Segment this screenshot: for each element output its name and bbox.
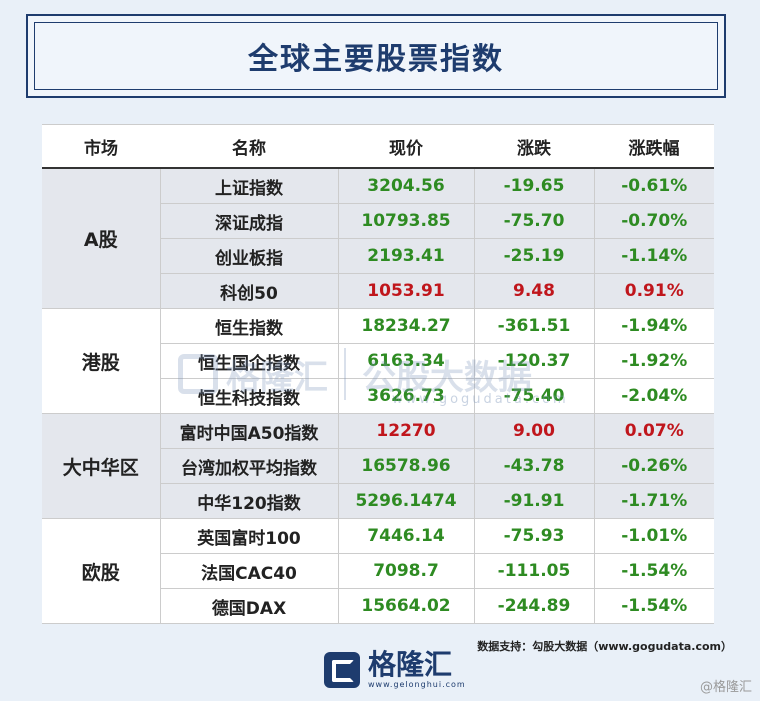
table-row: 深证成指 10793.85 -75.70 -0.70% bbox=[42, 203, 714, 239]
table-body: A股 上证指数 3204.56 -19.65 -0.61% 深证成指 10793.85 -75… bbox=[42, 168, 714, 624]
name-cell: 恒生指数 bbox=[159, 308, 338, 344]
header-price: 现价 bbox=[338, 124, 474, 169]
name-cell: 恒生科技指数 bbox=[159, 378, 338, 414]
name-cell: 富时中国A50指数 bbox=[159, 413, 338, 449]
corner-mark: @格隆汇 bbox=[699, 680, 752, 695]
change-cell: 9.48 bbox=[473, 273, 594, 309]
price-cell: 12270 bbox=[337, 413, 474, 449]
change-cell: -75.93 bbox=[473, 518, 594, 554]
name-cell: 深证成指 bbox=[159, 203, 338, 239]
price-cell: 7098.7 bbox=[337, 553, 474, 589]
name-cell: 上证指数 bbox=[159, 168, 338, 204]
header-market: 市场 bbox=[42, 124, 160, 169]
name-cell: 英国富时100 bbox=[159, 518, 338, 554]
table-row: A股 上证指数 3204.56 -19.65 -0.61% bbox=[42, 168, 714, 309]
title-frame: 全球主要股票指数 bbox=[26, 14, 726, 98]
logo-name: 格隆汇 bbox=[368, 648, 453, 681]
market-cell: 港股 bbox=[42, 308, 160, 414]
table-row: 大中华区 富时中国A50指数 12270 9.00 0.07% bbox=[42, 413, 714, 519]
name-cell: 德国DAX bbox=[159, 588, 338, 624]
market-cell: A股 bbox=[42, 168, 160, 309]
price-cell: 7446.14 bbox=[337, 518, 474, 554]
pct-cell: 0.91% bbox=[593, 273, 714, 309]
price-cell: 1053.91 bbox=[337, 273, 474, 309]
header-name: 名称 bbox=[160, 124, 338, 169]
name-cell: 科创50 bbox=[159, 273, 338, 309]
pct-cell: -0.61% bbox=[593, 168, 714, 204]
pct-cell: -1.54% bbox=[593, 553, 714, 589]
source-note: 数据支持：勾股大数据（www.gogudata.com） bbox=[477, 640, 732, 653]
header-pct: 涨跌幅 bbox=[594, 124, 714, 169]
change-cell: -120.37 bbox=[473, 343, 594, 379]
price-cell: 15664.02 bbox=[337, 588, 474, 624]
page-title: 全球主要股票指数 bbox=[248, 42, 504, 77]
market-cell: 欧股 bbox=[42, 518, 160, 624]
change-cell: -25.19 bbox=[473, 238, 594, 274]
header-change: 涨跌 bbox=[474, 124, 594, 169]
name-cell: 创业板指 bbox=[159, 238, 338, 274]
pct-cell: -1.71% bbox=[593, 483, 714, 519]
index-table: 市场 名称 现价 涨跌 涨跌幅 A股 上证指数 3204.56 -19.65 -0.61… bbox=[42, 124, 714, 624]
brand-logo: 格隆汇 www.gelonghui.com bbox=[324, 650, 466, 689]
price-cell: 18234.27 bbox=[337, 308, 474, 344]
pct-cell: -1.94% bbox=[593, 308, 714, 344]
change-cell: -91.91 bbox=[473, 483, 594, 519]
logo-g-icon bbox=[324, 651, 360, 688]
name-cell: 恒生国企指数 bbox=[159, 343, 338, 379]
name-cell: 法国CAC40 bbox=[159, 553, 338, 589]
name-cell: 台湾加权平均指数 bbox=[159, 448, 338, 484]
header-row: 市场 名称 现价 涨跌 涨跌幅 bbox=[42, 124, 714, 169]
change-cell: -244.89 bbox=[473, 588, 594, 624]
price-cell: 3626.73 bbox=[337, 378, 474, 414]
change-cell: -19.65 bbox=[473, 168, 594, 204]
pct-cell: 0.07% bbox=[593, 413, 714, 449]
pct-cell: -0.70% bbox=[593, 203, 714, 239]
change-cell: -75.70 bbox=[473, 203, 594, 239]
name-cell: 中华120指数 bbox=[159, 483, 338, 519]
pct-cell: -0.26% bbox=[593, 448, 714, 484]
table-row: 港股 恒生指数 18234.27 -361.51 -1.94% bbox=[42, 308, 714, 414]
change-cell: -111.05 bbox=[473, 553, 594, 589]
change-cell: -361.51 bbox=[473, 308, 594, 344]
pct-cell: -1.54% bbox=[593, 588, 714, 624]
logo-url: www.gelonghui.com bbox=[368, 680, 466, 689]
change-cell: -75.40 bbox=[473, 378, 594, 414]
price-cell: 3204.56 bbox=[337, 168, 474, 204]
pct-cell: -1.14% bbox=[593, 238, 714, 274]
price-cell: 10793.85 bbox=[337, 203, 474, 239]
pct-cell: -1.92% bbox=[593, 343, 714, 379]
table-row: 欧股 英国富时100 7446.14 -75.93 -1.01% bbox=[42, 518, 714, 624]
change-cell: -43.78 bbox=[473, 448, 594, 484]
watermark-url: www.gogudata.com bbox=[392, 392, 569, 407]
pct-cell: -2.04% bbox=[593, 378, 714, 414]
price-cell: 6163.34 bbox=[337, 343, 474, 379]
change-cell: 9.00 bbox=[473, 413, 594, 449]
market-cell: 大中华区 bbox=[42, 413, 160, 519]
pct-cell: -1.01% bbox=[593, 518, 714, 554]
price-cell: 5296.1474 bbox=[337, 483, 474, 519]
title-inner-frame: 全球主要股票指数 bbox=[34, 22, 718, 90]
price-cell: 2193.41 bbox=[337, 238, 474, 274]
price-cell: 16578.96 bbox=[337, 448, 474, 484]
